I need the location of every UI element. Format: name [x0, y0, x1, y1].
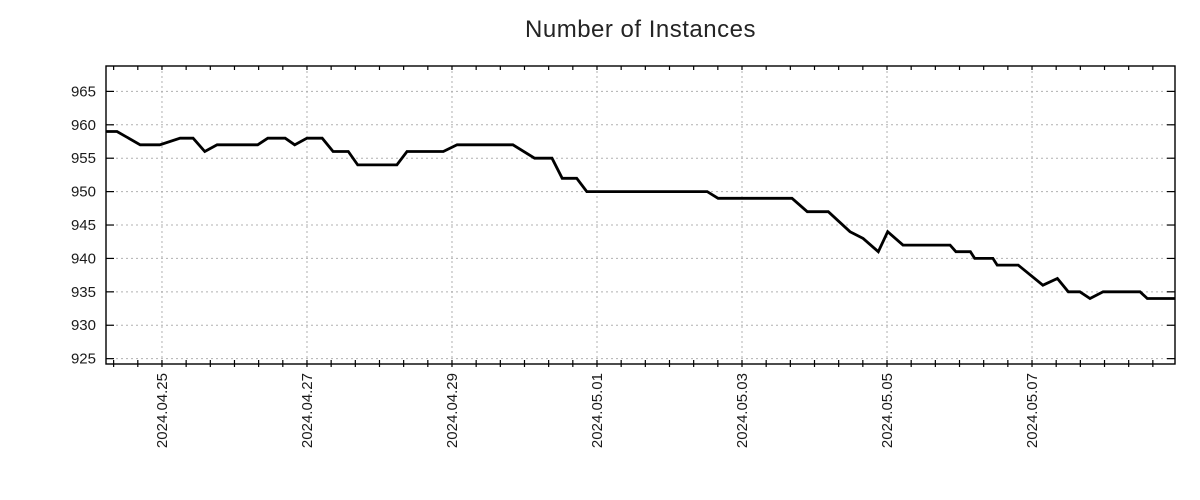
x-tick-label: 2024.05.03 — [734, 373, 751, 448]
y-tick-label: 960 — [71, 117, 96, 134]
y-tick-label: 955 — [71, 150, 96, 167]
x-tick-label: 2024.05.05 — [879, 373, 896, 448]
plot-border — [105, 65, 1176, 365]
y-tick-label: 965 — [71, 83, 96, 100]
y-tick-label: 945 — [71, 217, 96, 234]
x-tick-label: 2024.04.25 — [154, 373, 171, 448]
x-tick-label: 2024.05.07 — [1024, 373, 1041, 448]
series-line-instances — [106, 130, 1175, 301]
y-tick-label: 940 — [71, 250, 96, 267]
x-tick-label: 2024.05.01 — [589, 373, 606, 448]
y-tick-label: 935 — [71, 284, 96, 301]
y-tick-label: 930 — [71, 317, 96, 334]
chart-title: Number of Instances — [525, 16, 756, 43]
y-tick-label: 925 — [71, 351, 96, 368]
y-tick-label: 950 — [71, 184, 96, 201]
x-tick-label: 2024.04.29 — [444, 373, 461, 448]
x-tick-label: 2024.04.27 — [299, 373, 316, 448]
